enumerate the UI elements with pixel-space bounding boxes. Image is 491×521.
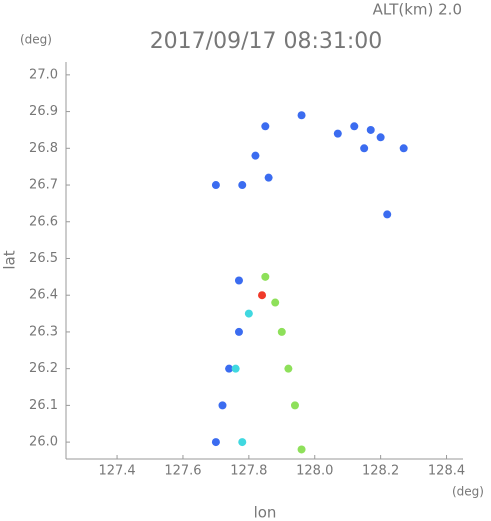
y-tick-label: 27.0 [29, 67, 58, 82]
y-unit: (deg) [20, 33, 52, 47]
echo-point [238, 181, 247, 190]
echo-point [251, 151, 260, 160]
echo-point [261, 122, 270, 131]
echo-point [376, 133, 385, 142]
y-tick-label: 26.0 [29, 435, 58, 450]
echo-point [258, 291, 267, 300]
x-tick-label: 127.6 [164, 464, 201, 479]
y-tick-label: 26.6 [29, 214, 58, 229]
echo-point [231, 364, 240, 373]
echo-point [218, 401, 227, 410]
echo-point [211, 438, 220, 447]
echo-point [383, 210, 392, 219]
y-axis-label: lat [1, 250, 19, 269]
x-tick-label: 128.2 [362, 464, 399, 479]
y-tick-label: 26.2 [29, 361, 58, 376]
echo-point [360, 144, 369, 153]
echo-point [284, 364, 293, 373]
echo-point [399, 144, 408, 153]
echo-point [297, 445, 306, 454]
echo-point [297, 111, 306, 120]
x-tick-label: 127.8 [230, 464, 267, 479]
echo-point [261, 272, 270, 281]
x-axis-label: lon [254, 504, 277, 521]
chart-title: 2017/09/17 08:31:00 [150, 29, 383, 54]
x-tick-label: 128.0 [296, 464, 333, 479]
y-tick-label: 26.8 [29, 141, 58, 156]
echo-point [225, 364, 234, 373]
echo-point [366, 125, 375, 134]
echo-point [238, 438, 247, 447]
y-tick-label: 26.4 [29, 288, 58, 303]
y-tick-label: 26.7 [29, 178, 58, 193]
echo-point [264, 173, 273, 182]
echo-point [234, 276, 243, 285]
echo-point [244, 309, 253, 318]
echo-point [350, 122, 359, 131]
y-tick-label: 26.3 [29, 324, 58, 339]
y-tick-label: 26.9 [29, 104, 58, 119]
chart-subtitle: ALT(km) 2.0 [373, 1, 462, 19]
y-tick-label: 26.1 [29, 398, 58, 413]
echo-point [333, 129, 342, 138]
echo-point [271, 298, 280, 307]
x-tick-label: 127.4 [98, 464, 135, 479]
y-tick-label: 26.5 [29, 251, 58, 266]
x-tick-label: 128.4 [428, 464, 465, 479]
echo-point [290, 401, 299, 410]
x-unit: (deg) [452, 485, 484, 499]
echo-point [277, 327, 286, 336]
echo-point [234, 327, 243, 336]
echo-point [211, 181, 220, 190]
